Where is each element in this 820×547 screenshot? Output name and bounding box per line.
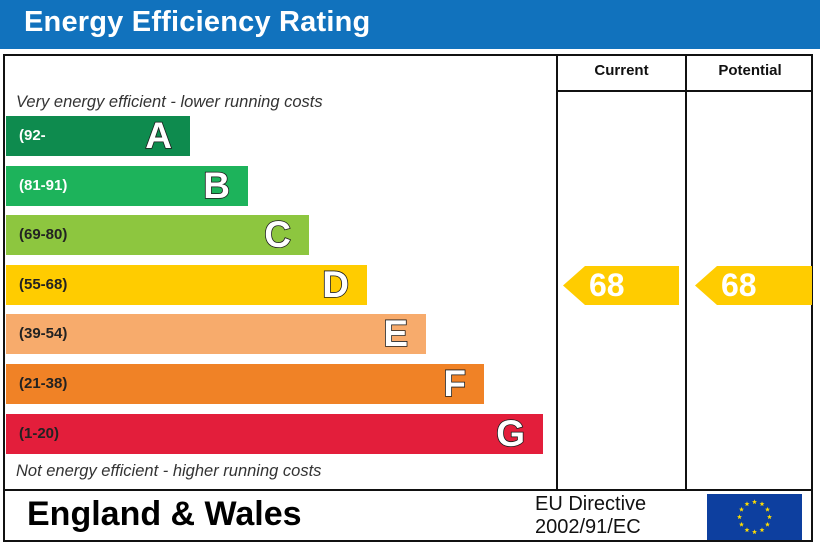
current-arrow-shape: [563, 266, 679, 306]
band-c-range: (69-80): [19, 226, 68, 244]
eu-star-icon: [752, 529, 757, 535]
band-c: (69-80) C: [6, 213, 309, 256]
potential-rating-value: 68: [721, 267, 757, 304]
eu-star-icon: [744, 527, 750, 533]
band-g: (1-20) G: [6, 412, 543, 455]
footer-divider: [3, 489, 813, 491]
potential-rating-arrow: 68: [695, 266, 812, 306]
band-d-letter: D: [321, 263, 349, 306]
eu-star-icon: [759, 501, 765, 507]
eu-star-icon: [765, 506, 770, 512]
band-e: (39-54) E: [6, 313, 426, 356]
band-g-letter: G: [495, 412, 525, 455]
title-bar: Energy Efficiency Rating: [0, 0, 820, 49]
current-column-header: Current: [594, 62, 649, 79]
band-b-range: (81-91): [19, 176, 68, 194]
band-d-range: (55-68): [19, 275, 68, 293]
band-a-range: (92-: [19, 127, 46, 144]
eu-star-icon: [759, 527, 765, 533]
eu-star-icon: [737, 514, 742, 520]
eu-star-icon: [765, 521, 770, 527]
band-a: (92- A: [6, 114, 190, 157]
potential-column-header: Potential: [718, 62, 782, 79]
eu-star-icon: [752, 499, 757, 505]
band-e-letter: E: [383, 313, 409, 356]
rating-frame: [3, 54, 813, 542]
eu-star-icon: [744, 501, 750, 507]
directive-line-1: EU Directive: [535, 493, 647, 515]
eu-star-icon: [739, 506, 744, 512]
bottom-caption: Not energy efficient - higher running co…: [16, 462, 322, 480]
potential-arrow-shape: [695, 266, 812, 306]
current-rating-value: 68: [589, 267, 625, 304]
region-label: England & Wales: [27, 495, 302, 533]
band-f-range: (21-38): [19, 375, 68, 392]
column-divider-left: [556, 54, 558, 490]
eu-star-icon: [739, 521, 744, 527]
band-e-range: (39-54): [19, 325, 68, 343]
eu-star-icon: [767, 514, 772, 520]
chart-title: Energy Efficiency Rating: [24, 6, 371, 38]
band-f-letter: F: [443, 362, 467, 405]
top-caption: Very energy efficient - lower running co…: [16, 93, 323, 111]
band-b-letter: B: [202, 164, 230, 207]
band-a-letter: A: [144, 114, 172, 157]
band-g-range: (1-20): [19, 424, 60, 442]
band-d: (55-68) D: [6, 263, 367, 306]
band-f: (21-38) F: [6, 362, 484, 405]
header-divider: [556, 90, 813, 92]
column-divider-right: [685, 54, 687, 490]
directive-line-2: 2002/91/EC: [535, 516, 641, 538]
band-c-letter: C: [263, 213, 291, 256]
band-b: (81-91) B: [6, 164, 248, 207]
eu-flag-icon: [707, 494, 802, 540]
current-rating-arrow: 68: [563, 266, 679, 306]
